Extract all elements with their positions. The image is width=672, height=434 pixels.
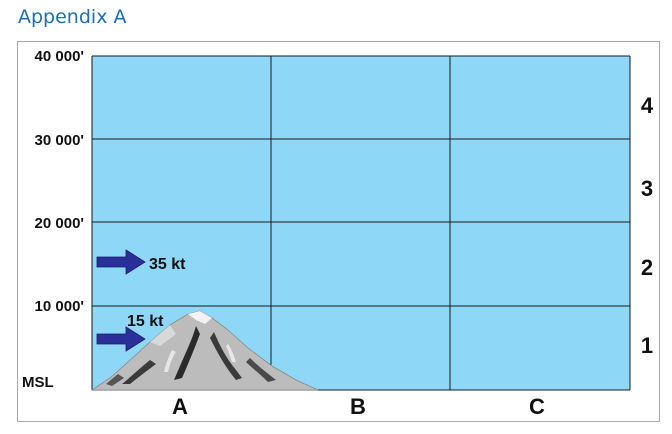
altitude-label-40000: 40 000': [35, 48, 84, 65]
row-label-4: 4: [641, 93, 654, 118]
row-label-1: 1: [641, 333, 653, 358]
column-label-b: B: [350, 394, 366, 419]
column-label-c: C: [529, 394, 545, 419]
wind-label-35kt: 35 kt: [149, 256, 186, 273]
wind-arrow-icon: [96, 249, 146, 275]
mountain-icon: [90, 310, 319, 391]
row-label-3: 3: [641, 176, 653, 201]
altitude-label-30000: 30 000': [35, 132, 84, 149]
diagram-frame: [17, 41, 660, 422]
altitude-label-20000: 20 000': [35, 215, 84, 232]
wind-label-15kt: 15 kt: [127, 313, 164, 330]
altitude-label-10000: 10 000': [35, 298, 84, 315]
wind-arrow-icon: [96, 326, 146, 352]
row-label-2: 2: [641, 255, 653, 280]
page-header: Appendix A: [18, 6, 127, 28]
column-label-a: A: [172, 394, 188, 419]
altitude-label-msl: MSL: [22, 374, 54, 391]
